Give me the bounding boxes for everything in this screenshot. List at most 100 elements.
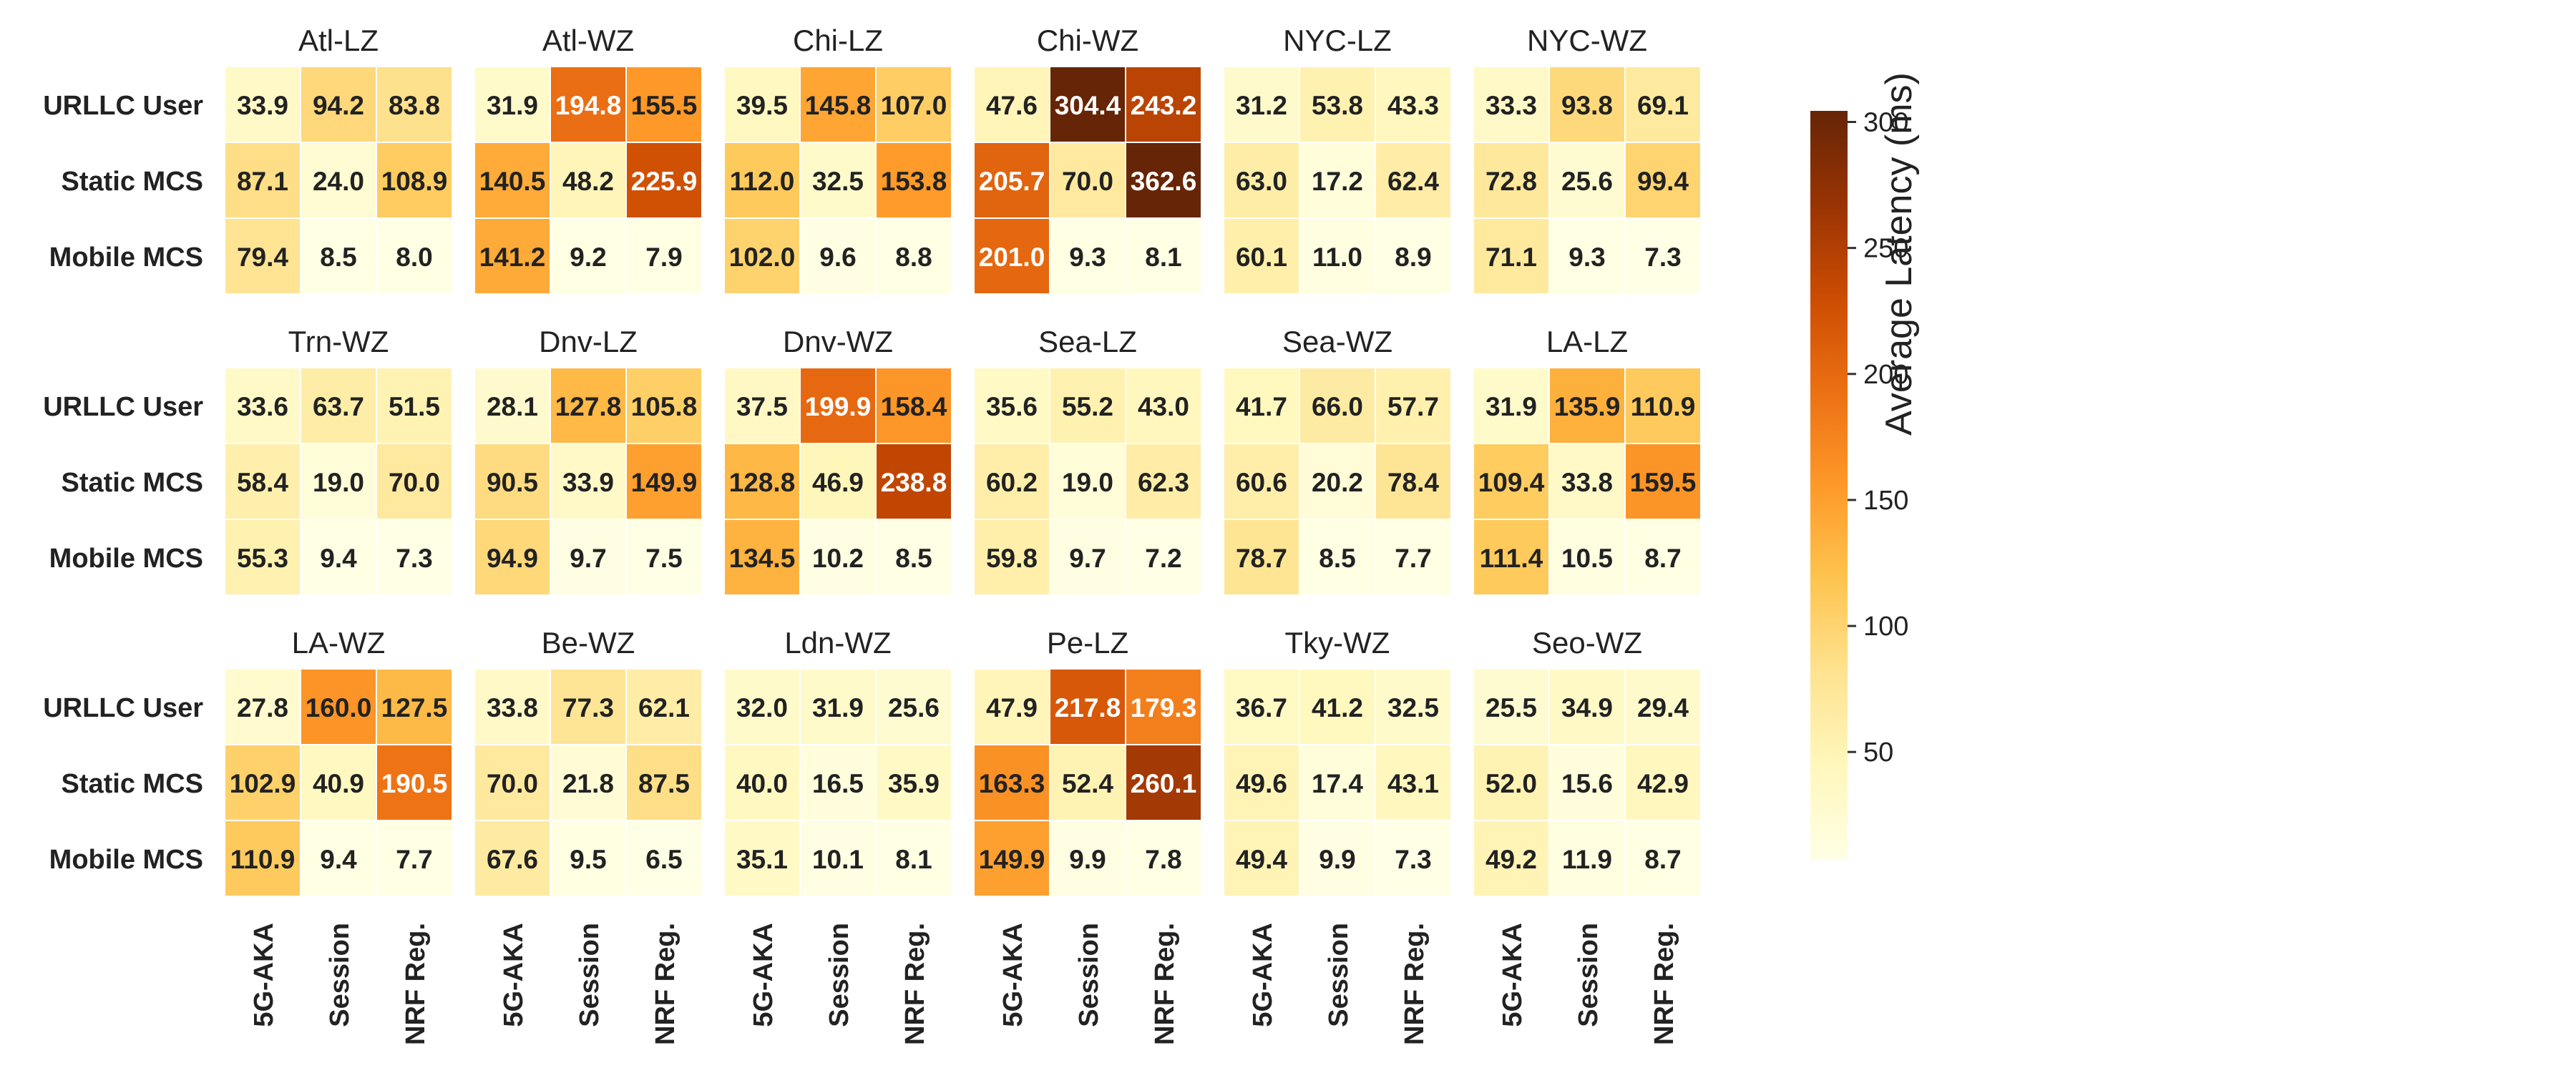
cell-value-label: 60.1 — [1236, 242, 1287, 272]
cell-value-label: 71.1 — [1485, 242, 1537, 272]
cell-value-label: 9.4 — [320, 544, 357, 573]
heatmap-panel: Atl-WZ 31.9 194.8 155.5 140.5 48.2 225.9 141.2 9… — [475, 24, 701, 293]
cell-value-label: 47.9 — [986, 693, 1038, 722]
cell-value-label: 52.4 — [1062, 769, 1113, 798]
heatmap-cell — [627, 143, 701, 217]
heatmap-cell — [301, 670, 376, 744]
heatmap-panel: Dnv-WZ 37.5 199.9 158.4 128.8 46.9 238.8 134.5 1… — [725, 325, 951, 594]
cell-value-label: 55.3 — [237, 544, 288, 573]
column-label: Session — [325, 923, 355, 1027]
heatmap-cell — [1224, 67, 1299, 142]
heatmap-cell — [627, 670, 701, 744]
cell-value-label: 33.3 — [1485, 91, 1537, 120]
cell-value-label: 32.5 — [1387, 693, 1439, 722]
cell-value-label: 105.8 — [631, 392, 698, 421]
heatmap-cell — [1126, 520, 1201, 594]
row-label: Mobile MCS — [49, 544, 203, 574]
heatmap-cell — [1376, 670, 1450, 744]
heatmap-cell — [225, 520, 300, 594]
heatmap-cell — [1474, 821, 1548, 896]
column-label: Session — [1574, 923, 1604, 1027]
colorbar-tick-label: 300 — [1863, 108, 1908, 138]
heatmap-cell — [801, 821, 875, 896]
cell-value-label: 10.2 — [812, 544, 864, 573]
heatmap-cell — [1300, 143, 1375, 217]
heatmap-cell — [1224, 520, 1299, 594]
heatmap-cell — [725, 143, 799, 217]
cell-value-label: 29.4 — [1637, 693, 1689, 722]
heatmap-cell — [377, 444, 452, 519]
cell-value-label: 33.6 — [237, 392, 288, 421]
heatmap-cell — [377, 821, 452, 896]
heatmap-cell — [877, 143, 951, 217]
cell-value-label: 8.7 — [1644, 845, 1681, 874]
cell-value-label: 8.8 — [895, 242, 932, 272]
heatmap-cell — [725, 67, 799, 142]
cell-value-label: 102.0 — [729, 242, 796, 272]
cell-value-label: 134.5 — [729, 544, 796, 573]
panel-title: LA-WZ — [292, 626, 386, 660]
heatmap-cell — [801, 670, 875, 744]
cell-value-label: 46.9 — [812, 468, 864, 497]
heatmap-panel: Tky-WZ 36.7 41.2 32.5 49.6 17.4 43.1 49.4 9.9 7.3… — [1224, 626, 1450, 1045]
heatmap-cell — [225, 670, 300, 744]
heatmap-cell — [1300, 670, 1375, 744]
cell-value-label: 7.3 — [396, 544, 432, 573]
heatmap-cell — [1550, 444, 1624, 519]
cell-value-label: 243.2 — [1131, 91, 1197, 120]
heatmap-cell — [725, 821, 799, 896]
cell-value-label: 9.4 — [320, 845, 357, 874]
heatmap-cell — [1300, 444, 1375, 519]
heatmap-cell — [1050, 368, 1125, 443]
cell-value-label: 9.6 — [819, 242, 856, 272]
heatmap-cell — [627, 368, 701, 443]
heatmap-cell — [1224, 670, 1299, 744]
column-label: Session — [575, 923, 605, 1027]
cell-value-label: 58.4 — [237, 468, 288, 497]
cell-value-label: 41.7 — [1236, 392, 1287, 421]
cell-value-label: 190.5 — [381, 769, 448, 798]
cell-value-label: 62.3 — [1138, 468, 1189, 497]
cell-value-label: 8.0 — [396, 242, 432, 272]
heatmap-cell — [551, 368, 625, 443]
heatmap-cell — [975, 520, 1049, 594]
heatmap-cell — [301, 745, 376, 820]
heatmap-cell — [551, 219, 625, 293]
cell-value-label: 21.8 — [562, 769, 614, 798]
cell-value-label: 9.3 — [1069, 242, 1106, 272]
heatmap-cell — [225, 745, 300, 820]
colorbar-ticks: 50 100 150 200 250 300 — [1848, 108, 1908, 768]
heatmap-panel: LA-WZ 27.8 160.0 127.5 102.9 40.9 190.5 110.9 9.… — [43, 626, 452, 1045]
cell-value-label: 8.1 — [895, 845, 932, 874]
heatmap-panel: LA-LZ 31.9 135.9 110.9 109.4 33.8 159.5 111.4 10… — [1474, 325, 1700, 594]
cell-value-label: 48.2 — [562, 167, 614, 196]
cell-value-label: 7.9 — [645, 242, 682, 272]
heatmap-cell — [1550, 219, 1624, 293]
cell-value-label: 59.8 — [986, 544, 1038, 573]
cell-value-label: 19.0 — [313, 468, 364, 497]
cell-value-label: 27.8 — [237, 693, 288, 722]
cell-value-label: 32.5 — [812, 167, 864, 196]
column-label: 5G-AKA — [499, 923, 529, 1027]
cell-value-label: 35.9 — [888, 769, 940, 798]
cell-value-label: 63.7 — [313, 392, 364, 421]
cell-value-label: 159.5 — [1630, 468, 1697, 497]
heatmap-cell — [1626, 821, 1700, 896]
heatmap-cell — [1126, 670, 1201, 744]
cell-value-label: 8.5 — [320, 242, 356, 272]
colorbar-gradient — [1810, 111, 1848, 860]
cell-value-label: 34.9 — [1561, 693, 1613, 722]
heatmap-cell — [1300, 745, 1375, 820]
heatmap-panel: Chi-WZ 47.6 304.4 243.2 205.7 70.0 362.6 201.0 9… — [975, 24, 1201, 293]
heatmap-cell — [627, 520, 701, 594]
heatmap-cell — [975, 444, 1049, 519]
cell-value-label: 7.8 — [1145, 845, 1181, 874]
cell-value-label: 7.3 — [1644, 242, 1681, 272]
heatmap-cell — [1376, 143, 1450, 217]
heatmap-cell — [1224, 821, 1299, 896]
cell-value-label: 179.3 — [1131, 693, 1197, 722]
heatmap-cell — [1300, 821, 1375, 896]
heatmap-cell — [1126, 821, 1201, 896]
cell-value-label: 201.0 — [979, 242, 1045, 272]
heatmap-cell — [301, 520, 376, 594]
